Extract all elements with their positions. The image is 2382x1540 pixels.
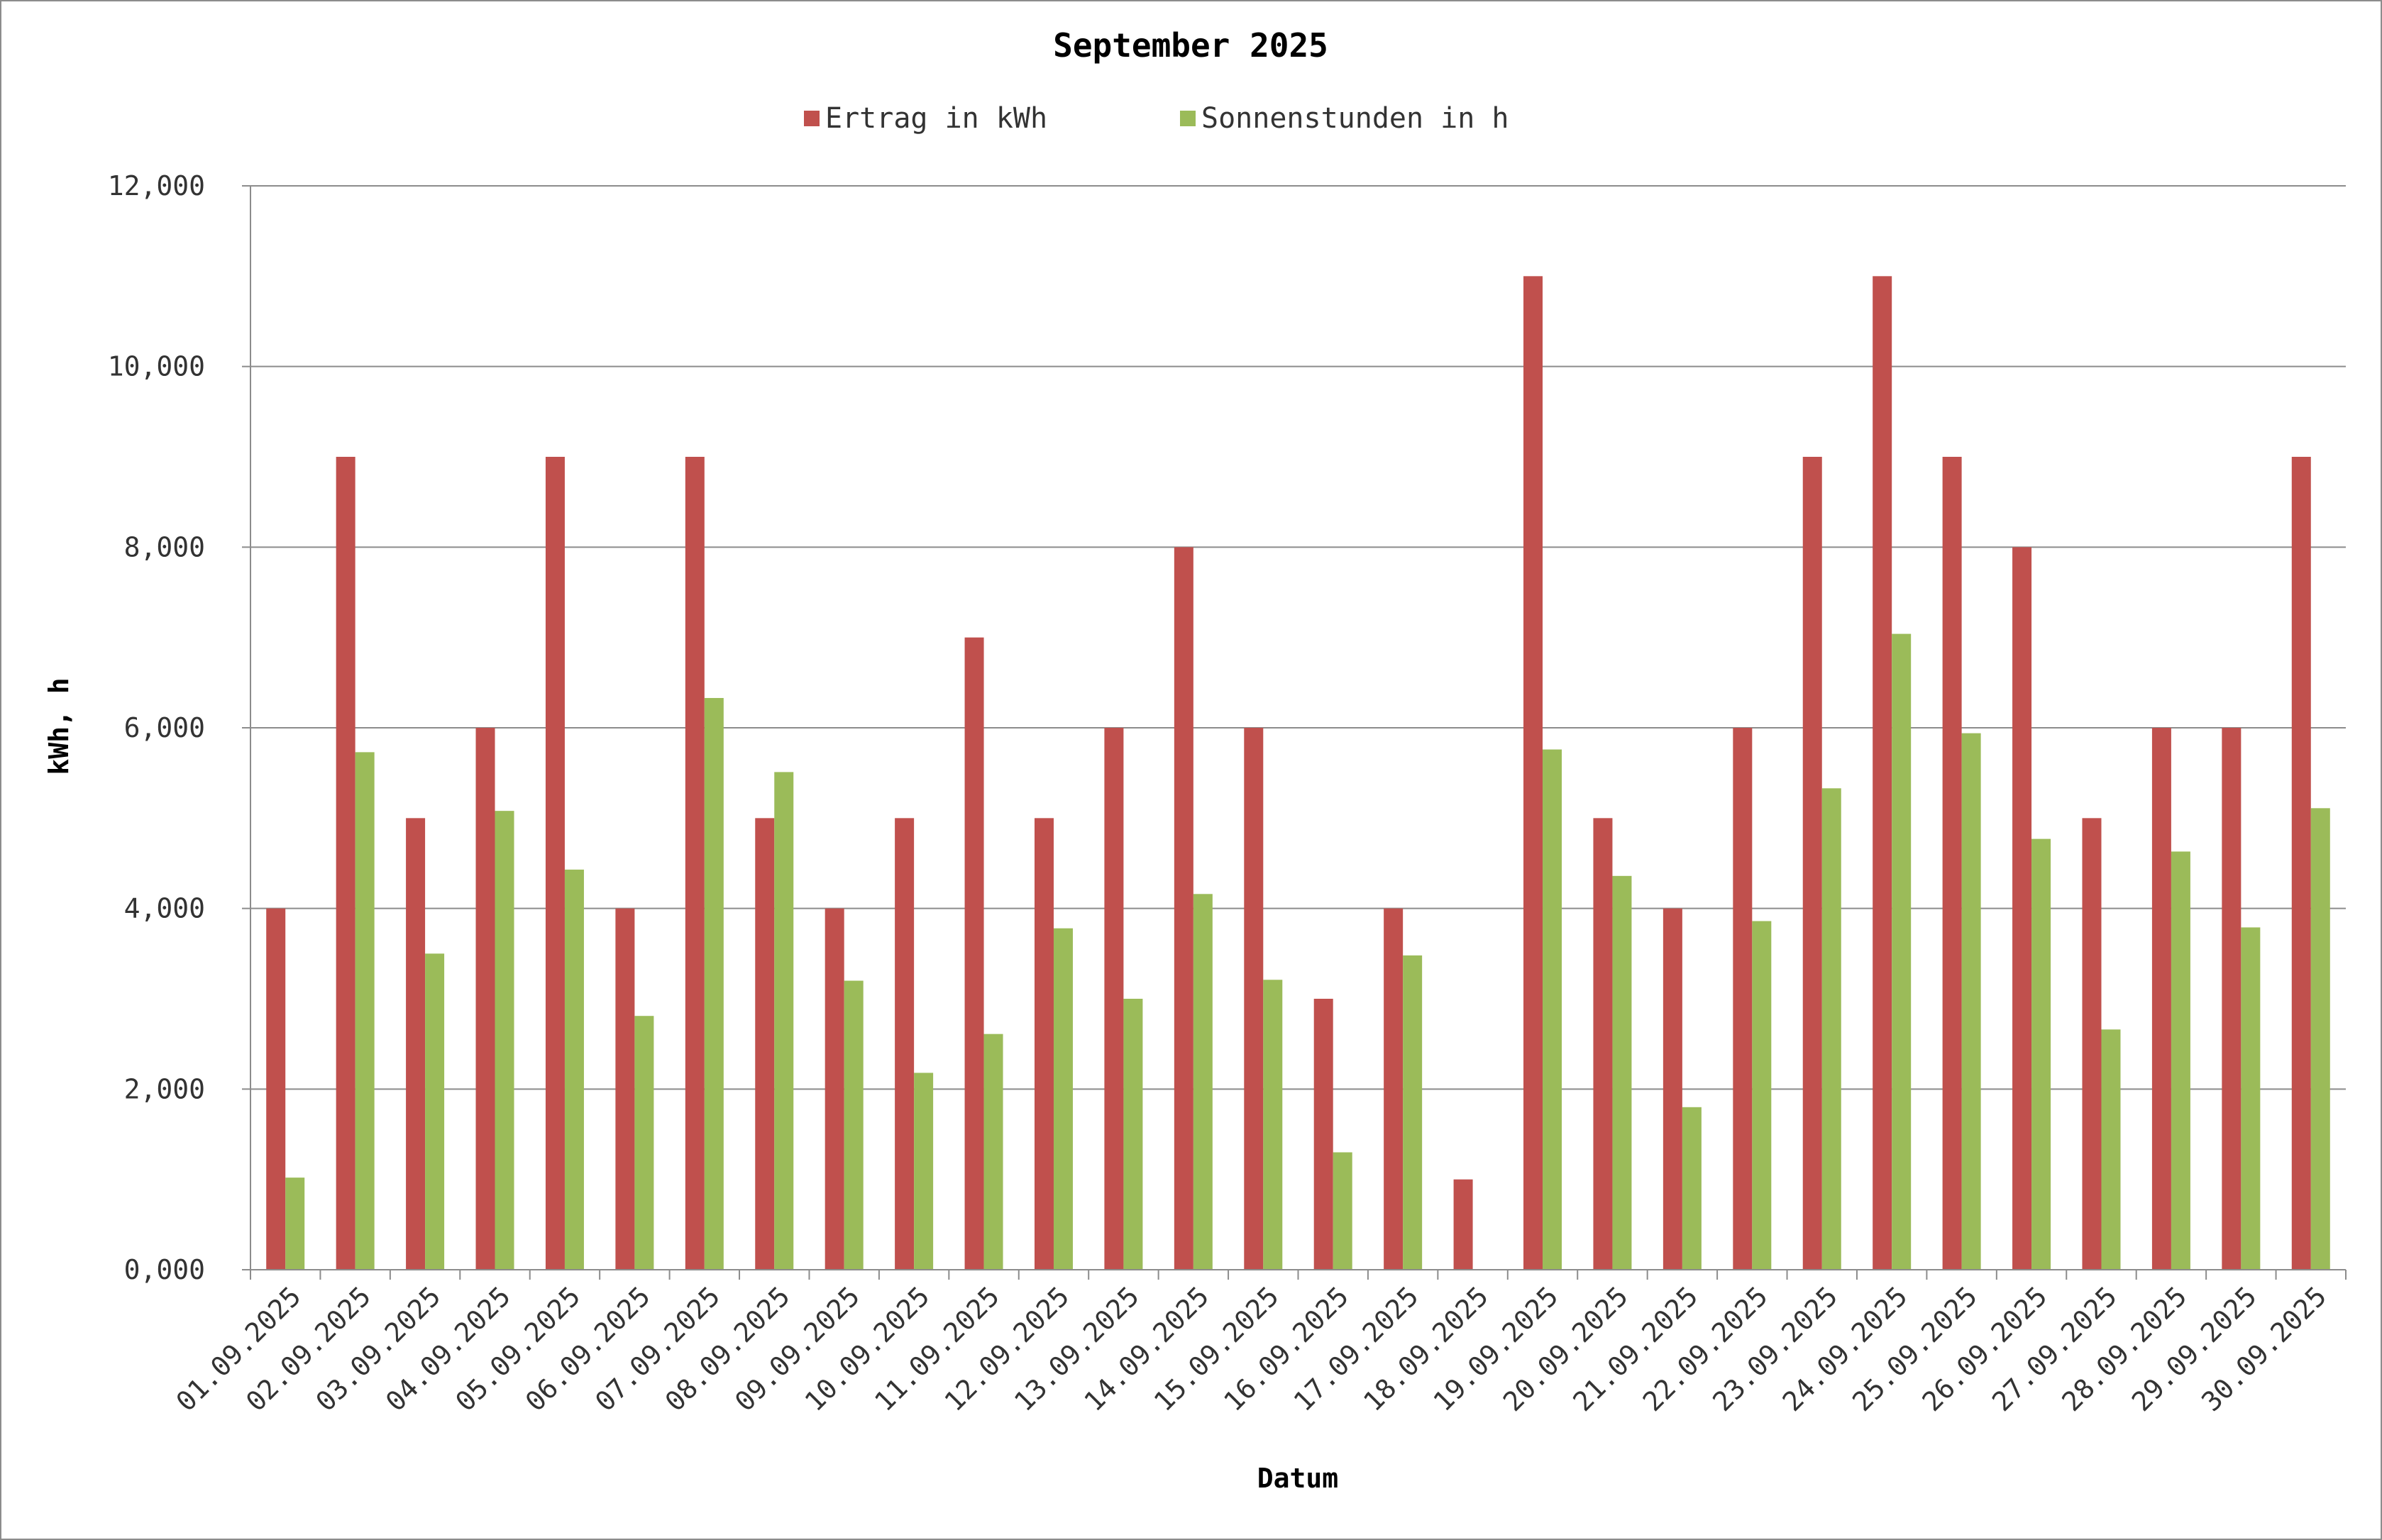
bar-sonnenstunden (1961, 733, 1981, 1270)
y-tick-label: 0,000 (124, 1254, 205, 1285)
y-axis-ticks: 0,000 2,000 4,000 6,000 8,000 10,000 12,000 (108, 170, 250, 1285)
bar-ertrag (685, 457, 705, 1270)
bar-ertrag (755, 818, 775, 1270)
bar-ertrag (1523, 276, 1543, 1270)
bar-sonnenstunden (2031, 838, 2051, 1270)
bar-sonnenstunden (495, 811, 514, 1270)
bar-sonnenstunden (2171, 851, 2190, 1270)
y-tick-label: 4,000 (124, 893, 205, 924)
bar-ertrag (615, 908, 635, 1270)
bar-sonnenstunden (1682, 1107, 1702, 1270)
bar-ertrag (1244, 728, 1264, 1270)
bar-sonnenstunden (983, 1034, 1003, 1270)
bar-sonnenstunden (1123, 999, 1143, 1270)
bar-ertrag (1453, 1179, 1473, 1270)
y-tick-label: 12,000 (108, 170, 205, 201)
bar-ertrag (2151, 728, 2171, 1270)
bar-ertrag (895, 818, 915, 1270)
legend-label-sonnenstunden: Sonnenstunden in h (1201, 102, 1509, 135)
bar-sonnenstunden (1403, 955, 1423, 1270)
x-axis-ticks: 01.09.202502.09.202503.09.202504.09.2025… (170, 1270, 2347, 1417)
bar-ertrag (2222, 728, 2242, 1270)
bar-ertrag (1384, 908, 1404, 1270)
bar-ertrag (475, 728, 495, 1270)
bar-ertrag (406, 818, 426, 1270)
bar-ertrag (2012, 547, 2032, 1270)
y-tick-label: 8,000 (124, 531, 205, 563)
bar-ertrag (1034, 818, 1054, 1270)
legend-swatch-ertrag (804, 111, 820, 126)
bar-sonnenstunden (355, 752, 375, 1270)
bars (266, 276, 2330, 1270)
bar-sonnenstunden (2310, 808, 2330, 1270)
bar-sonnenstunden (634, 1016, 654, 1270)
chart-title: September 2025 (1053, 26, 1328, 65)
bar-sonnenstunden (1892, 633, 1912, 1270)
bar-sonnenstunden (1543, 749, 1562, 1270)
bar-ertrag (2291, 457, 2311, 1270)
bar-ertrag (336, 457, 355, 1270)
legend-label-ertrag: Ertrag in kWh (825, 102, 1047, 135)
x-axis-title: Datum (1257, 1463, 1338, 1494)
bar-ertrag (2082, 818, 2102, 1270)
bar-ertrag (266, 908, 286, 1270)
bar-sonnenstunden (1333, 1152, 1352, 1270)
bar-sonnenstunden (1821, 788, 1841, 1270)
bar-ertrag (545, 457, 565, 1270)
bar-sonnenstunden (844, 980, 864, 1270)
bar-sonnenstunden (1193, 894, 1213, 1270)
y-tick-label: 2,000 (124, 1073, 205, 1104)
gridlines (250, 185, 2346, 1090)
bar-sonnenstunden (2101, 1029, 2121, 1270)
bar-sonnenstunden (1752, 921, 1772, 1270)
y-tick-label: 6,000 (124, 712, 205, 743)
bar-sonnenstunden (285, 1178, 305, 1270)
bar-ertrag (1873, 276, 1892, 1270)
bar-ertrag (1104, 728, 1124, 1270)
bar-sonnenstunden (425, 953, 445, 1270)
bar-ertrag (1733, 728, 1753, 1270)
bar-ertrag (1942, 457, 1962, 1270)
legend: Ertrag in kWh Sonnenstunden in h (804, 102, 1509, 135)
bar-sonnenstunden (1263, 980, 1283, 1270)
bar-sonnenstunden (1053, 928, 1073, 1270)
legend-swatch-sonnenstunden (1180, 111, 1196, 126)
y-axis-title: kWh, h (43, 677, 75, 775)
bar-ertrag (1802, 457, 1822, 1270)
bar-ertrag (964, 637, 984, 1270)
bar-sonnenstunden (2241, 927, 2261, 1270)
bar-sonnenstunden (914, 1073, 934, 1270)
bar-sonnenstunden (1612, 875, 1632, 1270)
y-tick-label: 10,000 (108, 351, 205, 382)
bar-ertrag (1663, 908, 1682, 1270)
bar-ertrag (825, 908, 844, 1270)
bar-sonnenstunden (704, 697, 724, 1270)
bar-ertrag (1174, 547, 1193, 1270)
bar-sonnenstunden (564, 869, 584, 1270)
bar-ertrag (1593, 818, 1613, 1270)
bar-ertrag (1313, 999, 1333, 1270)
bar-sonnenstunden (774, 772, 794, 1270)
